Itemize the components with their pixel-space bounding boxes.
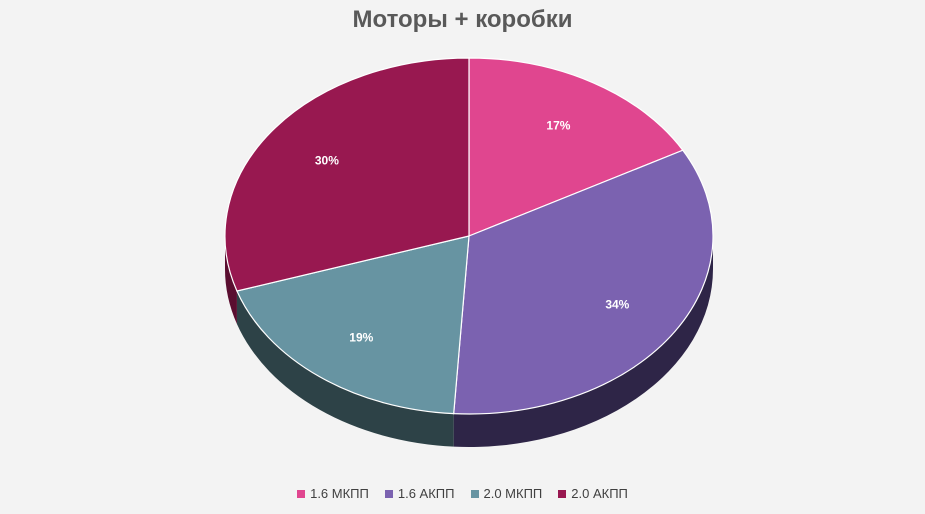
legend-item-1: 1.6 АКПП xyxy=(384,486,455,501)
legend-label-0: 1.6 МКПП xyxy=(310,486,369,501)
legend-item-0: 1.6 МКПП xyxy=(297,486,369,501)
data-label-1: 34% xyxy=(605,298,629,312)
legend-swatch-2 xyxy=(470,489,479,498)
pie-side-1 xyxy=(453,236,713,447)
legend-swatch-1 xyxy=(384,489,393,498)
legend-label-2: 2.0 МКПП xyxy=(483,486,543,501)
pie-side-3 xyxy=(225,236,237,325)
pie-slice-3 xyxy=(224,57,470,292)
data-label-3: 30% xyxy=(315,154,339,168)
legend-swatch-0 xyxy=(297,489,306,498)
pie-slice-2 xyxy=(236,235,470,415)
data-label-2: 19% xyxy=(349,330,373,344)
pie-slices xyxy=(224,57,714,415)
legend-item-3: 2.0 АКПП xyxy=(558,486,628,501)
pie-sides xyxy=(225,236,713,447)
pie-slice-1 xyxy=(453,149,714,415)
pie-slice-0 xyxy=(468,57,684,237)
legend-label-1: 1.6 АКПП xyxy=(397,486,455,501)
chart-title: Моторы + коробки xyxy=(352,6,573,33)
legend: 1.6 МКПП 1.6 АКПП 2.0 МКПП 2.0 АКПП xyxy=(0,486,925,501)
pie-side-2 xyxy=(236,291,454,447)
legend-item-2: 2.0 МКПП xyxy=(470,486,543,501)
legend-swatch-3 xyxy=(558,489,567,498)
legend-label-3: 2.0 АКПП xyxy=(571,486,628,501)
data-label-0: 17% xyxy=(546,119,570,133)
